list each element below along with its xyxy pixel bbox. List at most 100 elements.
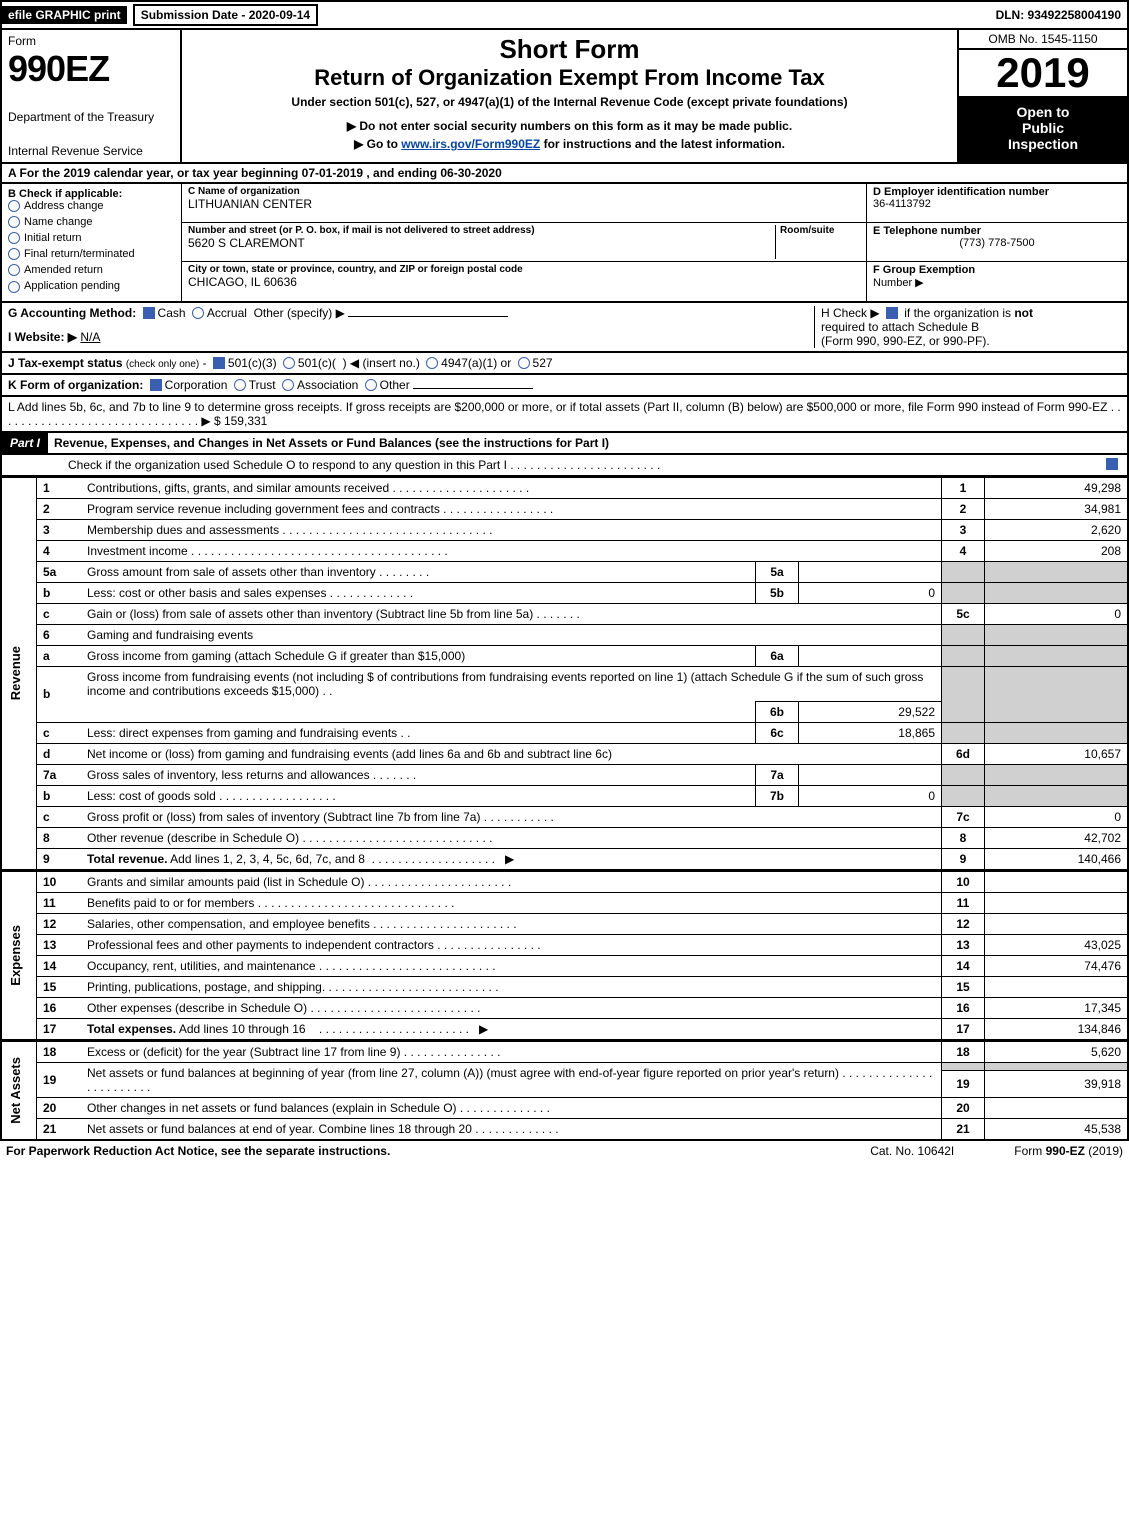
line-11-rv xyxy=(985,892,1129,913)
lbl-phone: E Telephone number xyxy=(873,225,1121,237)
line-k: K Form of organization: Corporation Trus… xyxy=(0,375,1129,397)
check-application-pending[interactable] xyxy=(8,281,20,293)
val-line-l: $ 159,331 xyxy=(214,414,267,428)
line-11-desc: Benefits paid to or for members . . . . … xyxy=(81,892,942,913)
line-a-taxyear: A For the 2019 calendar year, or tax yea… xyxy=(0,164,1129,184)
lbl-h-1: H Check ▶ xyxy=(821,306,880,320)
line-21-num: 21 xyxy=(37,1118,82,1140)
check-trust[interactable] xyxy=(234,379,246,391)
line-17-desc: Total expenses. Add lines 10 through 16 … xyxy=(81,1018,942,1040)
check-other-org[interactable] xyxy=(365,379,377,391)
line-6b-num: b xyxy=(37,666,82,722)
line-16-rv: 17,345 xyxy=(985,997,1129,1018)
tax-year: 2019 xyxy=(959,50,1127,98)
line-6b-mv: 29,522 xyxy=(799,701,942,722)
line-19-rv: 39,918 xyxy=(985,1071,1129,1097)
line-10-rn: 10 xyxy=(942,870,985,892)
part-i-check: Check if the organization used Schedule … xyxy=(0,455,1129,477)
check-501c3[interactable] xyxy=(213,357,225,369)
header-right: OMB No. 1545-1150 2019 Open to Public In… xyxy=(957,30,1127,162)
line-7a-mv xyxy=(799,764,942,785)
check-corporation[interactable] xyxy=(150,379,162,391)
line-5b-rv xyxy=(985,582,1129,603)
submission-date: Submission Date - 2020-09-14 xyxy=(133,4,318,26)
line-5c-num: c xyxy=(37,603,82,624)
line-3-rv: 2,620 xyxy=(985,519,1129,540)
line-5b-desc: Less: cost or other basis and sales expe… xyxy=(81,582,756,603)
line-6a-mv xyxy=(799,645,942,666)
part-i-check-text: Check if the organization used Schedule … xyxy=(8,458,1103,472)
form-word: Form xyxy=(8,34,174,48)
irs-label: Internal Revenue Service xyxy=(8,144,174,158)
lbl-group-exemption: F Group Exemption xyxy=(873,264,975,276)
line-14-desc: Occupancy, rent, utilities, and maintena… xyxy=(81,955,942,976)
inspection-line1: Open to xyxy=(963,104,1123,120)
check-amended-return[interactable] xyxy=(8,264,20,276)
line-17-rv: 134,846 xyxy=(985,1018,1129,1040)
lbl-corporation: Corporation xyxy=(165,378,228,392)
line-6a-mn: 6a xyxy=(756,645,799,666)
line-1-rv: 49,298 xyxy=(985,477,1129,498)
line-6c-num: c xyxy=(37,722,82,743)
line-2-rv: 34,981 xyxy=(985,498,1129,519)
check-line-h[interactable] xyxy=(886,307,898,319)
lbl-amended-return: Amended return xyxy=(24,264,103,276)
lbl-initial-return: Initial return xyxy=(24,232,81,244)
line-6-desc: Gaming and fundraising events xyxy=(81,624,942,645)
lbl-other-method: Other (specify) ▶ xyxy=(254,306,345,320)
check-schedule-o-part1[interactable] xyxy=(1106,458,1118,470)
lbl-h-not: not xyxy=(1014,306,1033,320)
val-ein: 36-4113792 xyxy=(873,198,1121,210)
line-i: I Website: ▶ N/A xyxy=(8,330,814,344)
check-association[interactable] xyxy=(282,379,294,391)
line-21-rn: 21 xyxy=(942,1118,985,1140)
val-phone: (773) 778-7500 xyxy=(873,237,1121,249)
check-501c[interactable] xyxy=(283,357,295,369)
line-17-num: 17 xyxy=(37,1018,82,1040)
part-i-label: Part I xyxy=(2,433,48,453)
check-name-change[interactable] xyxy=(8,216,20,228)
check-address-change[interactable] xyxy=(8,200,20,212)
inspection-line2: Public xyxy=(963,120,1123,136)
line-6-num: 6 xyxy=(37,624,82,645)
line-18-desc: Excess or (deficit) for the year (Subtra… xyxy=(81,1040,942,1062)
efile-print-button[interactable]: efile GRAPHIC print xyxy=(2,6,127,24)
lbl-association: Association xyxy=(297,378,358,392)
line-11-rn: 11 xyxy=(942,892,985,913)
check-527[interactable] xyxy=(518,357,530,369)
form-subtitle-2: ▶ Do not enter social security numbers o… xyxy=(188,119,951,133)
check-initial-return[interactable] xyxy=(8,232,20,244)
box-b-title: B Check if applicable: xyxy=(8,188,175,200)
irs-link[interactable]: www.irs.gov/Form990EZ xyxy=(401,137,540,151)
check-cash[interactable] xyxy=(143,307,155,319)
check-accrual[interactable] xyxy=(192,307,204,319)
line-7b-mn: 7b xyxy=(756,785,799,806)
lbl-ein: D Employer identification number xyxy=(873,186,1121,198)
line-6-rv xyxy=(985,624,1129,645)
footer: For Paperwork Reduction Act Notice, see … xyxy=(0,1141,1129,1161)
line-14-rn: 14 xyxy=(942,955,985,976)
lbl-other-org: Other xyxy=(380,378,410,392)
line-20-rn: 20 xyxy=(942,1097,985,1118)
line-4-rn: 4 xyxy=(942,540,985,561)
line-6b-desc: Gross income from fundraising events (no… xyxy=(81,666,942,701)
line-21-desc: Net assets or fund balances at end of ye… xyxy=(81,1118,942,1140)
line-5a-mn: 5a xyxy=(756,561,799,582)
inspection-line3: Inspection xyxy=(963,136,1123,152)
line-7a-num: 7a xyxy=(37,764,82,785)
dept-treasury: Department of the Treasury xyxy=(8,110,174,124)
line-18-rn: 18 xyxy=(942,1040,985,1062)
line-6d-num: d xyxy=(37,743,82,764)
footer-form: Form 990-EZ (2019) xyxy=(1014,1144,1123,1158)
line-7c-num: c xyxy=(37,806,82,827)
lbl-accrual: Accrual xyxy=(207,306,247,320)
line-10-num: 10 xyxy=(37,870,82,892)
form-number: 990EZ xyxy=(8,48,174,90)
lbl-h-3: required to attach Schedule B xyxy=(821,320,979,334)
section-expenses: Expenses xyxy=(8,925,23,986)
line-6d-desc: Net income or (loss) from gaming and fun… xyxy=(81,743,942,764)
check-4947[interactable] xyxy=(426,357,438,369)
check-final-return[interactable] xyxy=(8,248,20,260)
line-9-rn: 9 xyxy=(942,848,985,870)
line-15-rn: 15 xyxy=(942,976,985,997)
